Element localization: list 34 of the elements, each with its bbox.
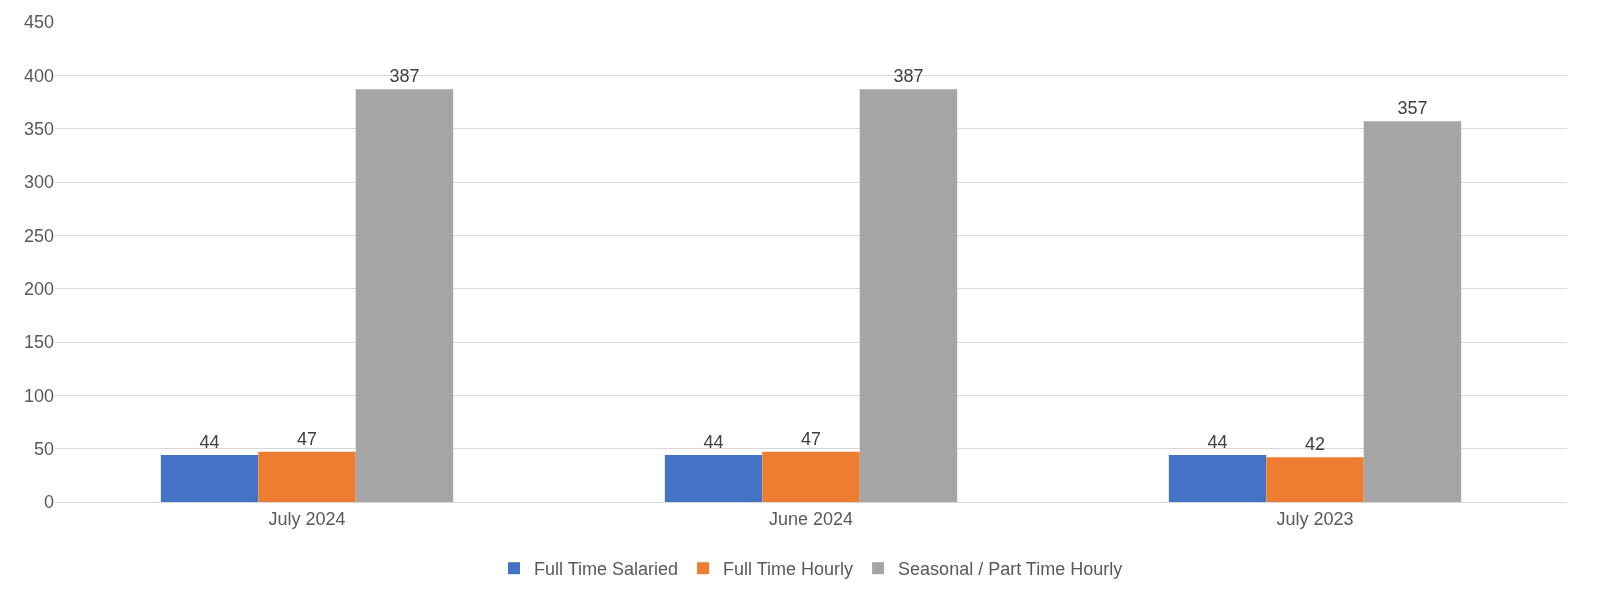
bar [664, 455, 763, 502]
y-tick-label: 0 [43, 492, 54, 513]
bar [1363, 121, 1462, 502]
bar [355, 89, 454, 502]
data-label: 44 [1207, 432, 1228, 453]
data-label: 44 [703, 432, 724, 453]
legend-label: Full Time Hourly [723, 559, 854, 580]
y-tick-label: 300 [23, 172, 54, 193]
x-tick-label: July 2024 [268, 508, 346, 529]
bar [762, 451, 860, 502]
data-label: 47 [800, 428, 822, 449]
data-label: 387 [893, 66, 924, 87]
y-tick-label: 150 [23, 332, 54, 353]
bar [1266, 457, 1364, 502]
y-tick-label: 400 [23, 65, 54, 86]
legend-label: Seasonal / Part Time Hourly [898, 559, 1123, 580]
data-label: 387 [389, 66, 420, 87]
bar [160, 455, 259, 502]
x-tick-label: July 2023 [1276, 508, 1354, 529]
y-tick-label: 50 [33, 438, 54, 459]
bar [258, 451, 356, 502]
legend-label: Full Time Salaried [534, 559, 679, 580]
data-label: 47 [296, 428, 318, 449]
bar [1168, 455, 1267, 502]
y-tick-label: 100 [23, 385, 54, 406]
data-label: 42 [1304, 434, 1326, 455]
y-tick-label: 200 [23, 278, 54, 299]
data-label: 44 [199, 432, 220, 453]
x-tick-label: June 2024 [768, 508, 854, 529]
bar [859, 89, 958, 502]
y-tick-label: 250 [23, 225, 54, 246]
data-label: 357 [1397, 98, 1428, 119]
y-tick-label: 450 [23, 12, 54, 33]
y-tick-label: 350 [23, 118, 54, 139]
